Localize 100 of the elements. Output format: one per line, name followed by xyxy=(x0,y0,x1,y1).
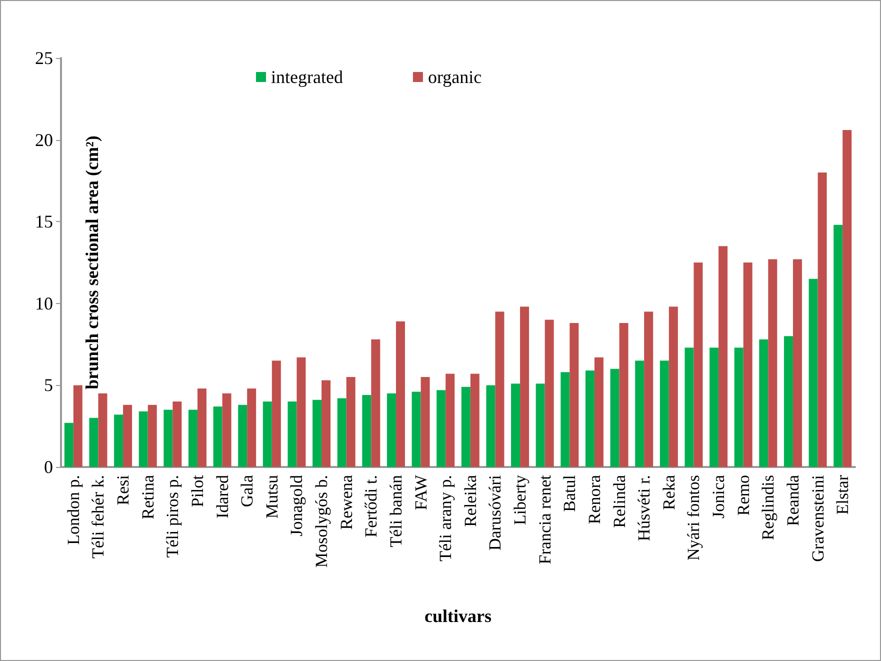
bar xyxy=(594,357,604,467)
bar xyxy=(644,312,654,467)
bar xyxy=(148,404,157,467)
bar xyxy=(684,348,694,467)
x-tick-label: Retina xyxy=(138,474,158,520)
bar xyxy=(288,402,297,467)
bar xyxy=(322,380,331,467)
x-tick-label: Gravensteini xyxy=(808,474,828,562)
x-tick-label: Elstar xyxy=(833,474,852,515)
bar xyxy=(396,321,405,467)
y-tick-label: 15 xyxy=(35,212,53,232)
bar xyxy=(834,224,843,467)
bar xyxy=(743,262,752,467)
bar xyxy=(792,259,802,467)
bar xyxy=(718,246,728,467)
y-tick-label: 0 xyxy=(44,457,53,477)
bar xyxy=(420,377,430,467)
x-tick-label: Pilot xyxy=(188,474,207,508)
bar xyxy=(238,404,248,467)
bar xyxy=(164,410,173,467)
bar xyxy=(842,130,852,467)
x-tick-label: Francia renet xyxy=(535,474,554,564)
bar xyxy=(710,348,719,467)
legend-label: organic xyxy=(428,67,482,87)
bar xyxy=(495,312,504,467)
x-tick-label: Releika xyxy=(460,474,480,527)
x-tick-label: Renora xyxy=(584,474,604,524)
bar xyxy=(818,172,827,467)
x-tick-label: FAW xyxy=(411,474,430,510)
bar xyxy=(560,372,570,467)
x-tick-label: Remo xyxy=(734,475,753,516)
bar xyxy=(114,414,124,467)
bar xyxy=(222,393,232,467)
bar xyxy=(337,398,346,467)
bar xyxy=(511,384,520,467)
x-axis-title: cultivars xyxy=(424,606,492,626)
x-tick-label: Idared xyxy=(212,474,232,518)
bar xyxy=(138,411,148,467)
bar xyxy=(64,422,74,467)
bar xyxy=(371,339,380,467)
x-tick-label: Téli piros p. xyxy=(163,475,182,558)
bar xyxy=(619,323,628,467)
bar xyxy=(610,368,620,467)
x-tick-label: Darusóvári xyxy=(486,474,505,551)
bar xyxy=(461,386,470,467)
bar xyxy=(759,339,768,467)
bar xyxy=(197,388,206,467)
bar xyxy=(213,406,222,467)
x-tick-label: Reglindis xyxy=(758,475,778,540)
bar xyxy=(734,348,744,467)
bar xyxy=(660,360,669,467)
bar xyxy=(668,306,678,467)
x-tick-label: Rewena xyxy=(336,474,356,530)
bar xyxy=(520,306,530,467)
x-tick-label: Fertődi t. xyxy=(362,475,381,538)
bar xyxy=(570,323,579,467)
bar xyxy=(436,390,446,467)
x-tick-label: London p. xyxy=(64,475,83,545)
x-tick-label: Reka xyxy=(659,474,678,510)
x-tick-label: Reanda xyxy=(783,474,802,526)
bar xyxy=(73,385,82,467)
bar xyxy=(694,262,703,467)
x-tick-label: Mutsu xyxy=(262,474,282,518)
x-tick-label: Relinda xyxy=(610,474,629,528)
bar xyxy=(262,402,272,467)
bar xyxy=(247,388,256,467)
x-tick-label: Téli arany p. xyxy=(436,475,456,562)
bar xyxy=(470,374,480,467)
bar xyxy=(544,320,554,467)
y-tick-label: 20 xyxy=(35,130,53,150)
x-tick-label: Téli fehér k. xyxy=(88,475,108,559)
y-tick-label: 5 xyxy=(44,375,53,396)
bar xyxy=(98,393,108,467)
bar xyxy=(362,395,372,467)
bar xyxy=(446,374,455,467)
x-tick-label: Nyári fontos xyxy=(684,475,704,560)
bar xyxy=(312,400,322,467)
y-tick-label: 10 xyxy=(35,293,53,314)
bar xyxy=(89,418,98,467)
bar xyxy=(346,377,356,467)
bar xyxy=(386,393,396,467)
bar xyxy=(784,336,793,467)
bar xyxy=(172,402,182,467)
bar xyxy=(123,404,132,467)
x-tick-label: Gala xyxy=(238,474,257,508)
x-tick-label: Resi xyxy=(114,474,133,506)
bar xyxy=(585,370,594,467)
bar xyxy=(808,278,818,467)
bar xyxy=(412,392,421,467)
bar xyxy=(188,410,198,467)
x-tick-label: Liberty xyxy=(510,474,530,526)
x-tick-label: Jonagold xyxy=(287,474,306,536)
y-tick-label: 25 xyxy=(35,48,53,68)
x-tick-label: Jonica xyxy=(709,474,728,518)
bar xyxy=(272,360,281,467)
y-axis-title: brunch cross sectional area (cm²) xyxy=(82,136,102,390)
bar xyxy=(296,357,306,467)
bar xyxy=(536,384,545,467)
x-tick-label: Batul xyxy=(560,474,580,512)
bar xyxy=(486,385,496,467)
